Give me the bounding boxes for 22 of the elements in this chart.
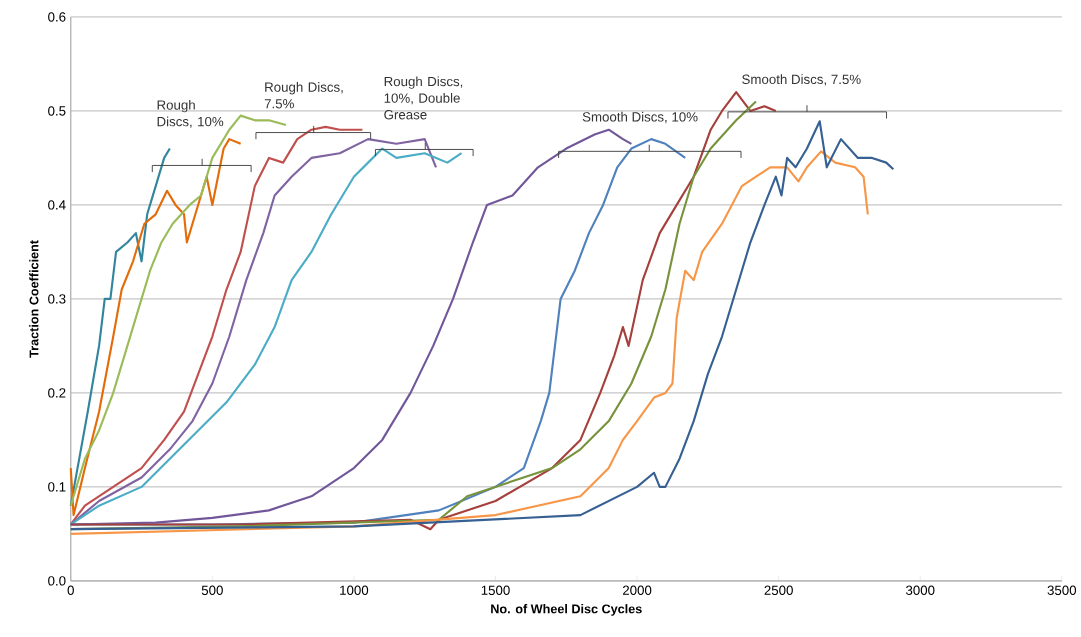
x-tick-label: 2500 [764, 585, 793, 596]
x-tick-label: 1500 [481, 585, 510, 596]
y-tick-label: 0.6 [48, 12, 66, 22]
annotation: Rough Discs, 7.5% [264, 82, 343, 109]
annotation: Rough Discs, 10%, Double Grease [384, 76, 463, 120]
annotation: Rough Discs, 10% [157, 100, 224, 129]
x-tick-label: 500 [201, 585, 223, 596]
x-tick-label: 3500 [1047, 585, 1077, 596]
y-tick-label: 0.2 [48, 388, 66, 398]
annotation: Smooth Discs, 7.5% [742, 74, 861, 86]
x-tick-label: 3000 [905, 585, 935, 596]
x-axis-title: No. of Wheel Disc Cycles [491, 604, 642, 617]
y-tick-label: 0.0 [48, 576, 66, 586]
y-tick-label: 0.1 [48, 482, 66, 492]
y-tick-label: 0.3 [48, 294, 66, 304]
x-tick-label: 2000 [622, 585, 652, 596]
y-tick-label: 0.5 [48, 106, 66, 116]
y-axis-title: Traction Coefficient [29, 240, 39, 358]
x-tick-label: 0 [67, 585, 74, 596]
y-tick-label: 0.4 [48, 200, 66, 210]
annotation: Smooth Discs, 10% [582, 112, 698, 124]
x-tick-label: 1000 [340, 585, 369, 596]
